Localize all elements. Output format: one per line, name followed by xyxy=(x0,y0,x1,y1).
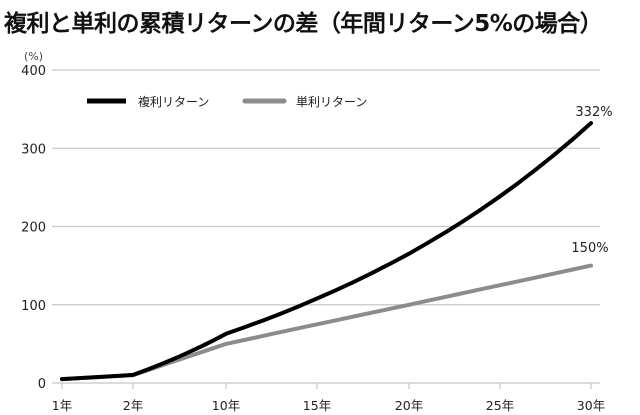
simple-return-line xyxy=(60,263,593,382)
x-tick-label: 2年 xyxy=(123,398,143,413)
x-tick-label: 25年 xyxy=(486,398,514,413)
legend-label-compound: 複利リターン xyxy=(138,94,209,109)
x-tick-label: 1年 xyxy=(52,398,72,413)
compound-return-line xyxy=(60,121,593,382)
compound-end-label: 332% xyxy=(575,105,612,120)
y-axis-unit: (%) xyxy=(24,50,43,63)
series-lines xyxy=(60,121,593,382)
gridlines xyxy=(52,69,600,384)
y-tick-label: 200 xyxy=(21,221,46,236)
y-tick-label: 0 xyxy=(38,377,46,392)
y-tick-label: 100 xyxy=(21,299,46,314)
chart-title: 複利と単利の累積リターンの差（年間リターン5%の場合） xyxy=(4,11,603,37)
legend-label-simple: 単利リターン xyxy=(296,95,367,109)
x-tick-label: 15年 xyxy=(303,398,331,413)
x-tick-label: 20年 xyxy=(395,398,423,413)
x-tick-label: 30年 xyxy=(577,398,605,413)
x-tick-label: 10年 xyxy=(212,398,240,413)
end-labels: 332% 150% xyxy=(571,105,612,256)
x-axis: 1年 2年 10年 15年 20年 25年 30年 xyxy=(52,383,605,413)
y-tick-label: 400 xyxy=(21,64,46,79)
simple-end-label: 150% xyxy=(571,241,608,256)
legend: 複利リターン 単利リターン xyxy=(87,94,367,109)
y-axis: 0 100 200 300 400 xyxy=(21,64,46,392)
y-tick-label: 300 xyxy=(21,142,46,157)
